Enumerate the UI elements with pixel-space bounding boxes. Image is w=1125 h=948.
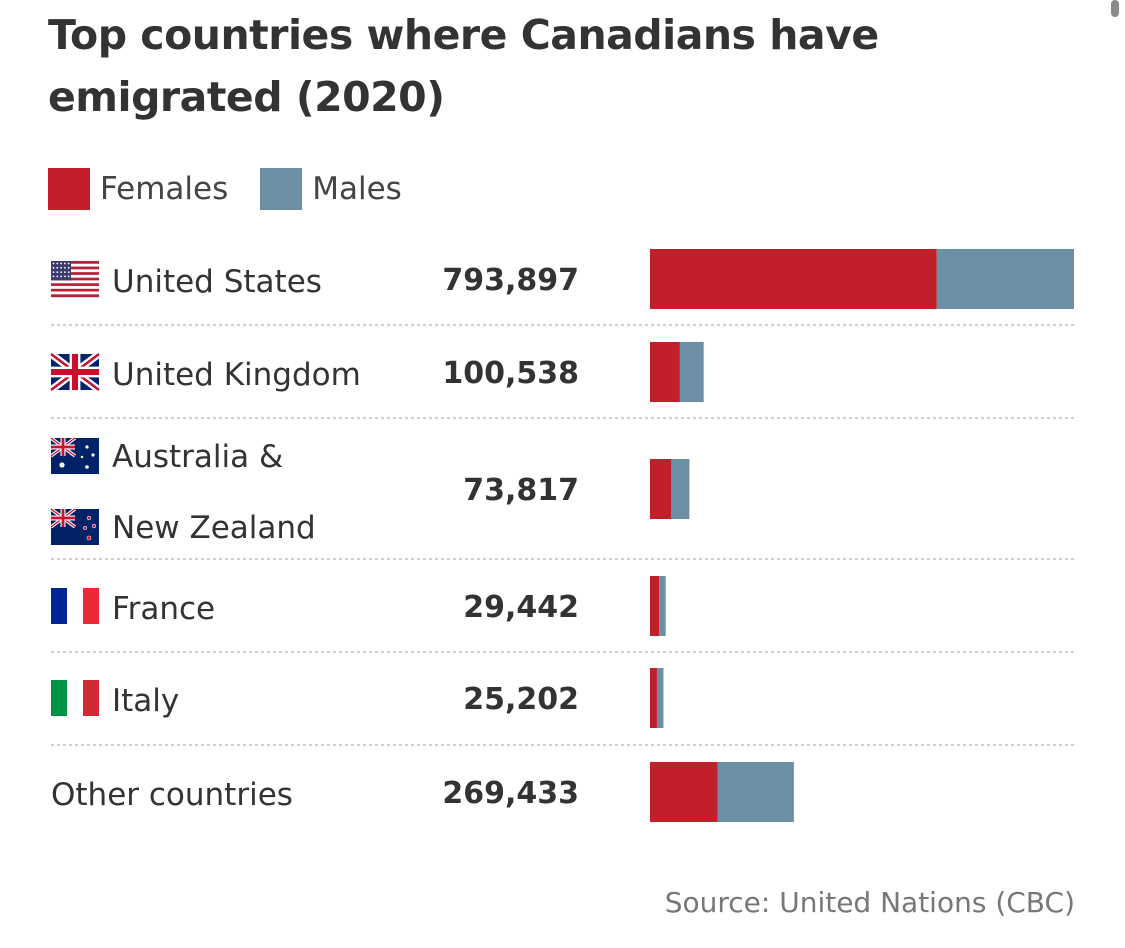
bar-males-united-kingdom [679,342,704,402]
category-label-australia-new-zealand: New Zealand [112,510,316,546]
category-label-france: France [112,591,215,627]
uk-flag-icon [48,351,102,393]
bar-females-france [650,576,660,636]
category-label-italy: Italy [112,683,179,719]
bar-males-australia-new-zealand [671,459,690,519]
scrollbar[interactable] [1111,0,1119,17]
legend-item-males: Males [260,168,402,210]
italy-flag-icon [51,680,99,716]
legend-label-females: Females [100,171,229,207]
value-label-united-kingdom: 100,538 [442,356,579,391]
new-zealand-flag-icon [49,507,99,545]
bar-males-france [659,576,666,636]
france-flag-icon [51,588,99,624]
bar-females-united-states [650,249,937,309]
category-label-other-countries: Other countries [51,777,293,813]
legend-swatch-males [260,168,303,210]
category-label-united-states: United States [112,264,322,300]
bar-females-australia-new-zealand [650,459,672,519]
bar-males-other-countries [717,762,794,822]
legend: Females Males [48,168,434,210]
category-label-australia-new-zealand: Australia & [112,439,283,475]
chart-title: Top countries where Canadians have emigr… [48,11,879,121]
category-label-united-kingdom: United Kingdom [112,357,361,393]
source-note: Source: United Nations (CBC) [664,886,1075,919]
value-label-other-countries: 269,433 [442,776,579,811]
us-flag-icon [51,261,99,298]
bar-females-united-kingdom [650,342,680,402]
australia-flag-icon [49,436,99,474]
value-label-italy: 25,202 [463,682,579,717]
bar-males-italy [656,668,664,728]
legend-label-males: Males [312,171,402,207]
bar-females-italy [650,668,657,728]
value-label-united-states: 793,897 [442,263,579,298]
bar-males-united-states [936,249,1074,309]
bar-females-other-countries [650,762,718,822]
legend-item-females: Females [48,168,228,210]
value-label-france: 29,442 [463,590,579,625]
value-label-australia-new-zealand: 73,817 [463,473,579,508]
legend-swatch-females [48,168,90,210]
